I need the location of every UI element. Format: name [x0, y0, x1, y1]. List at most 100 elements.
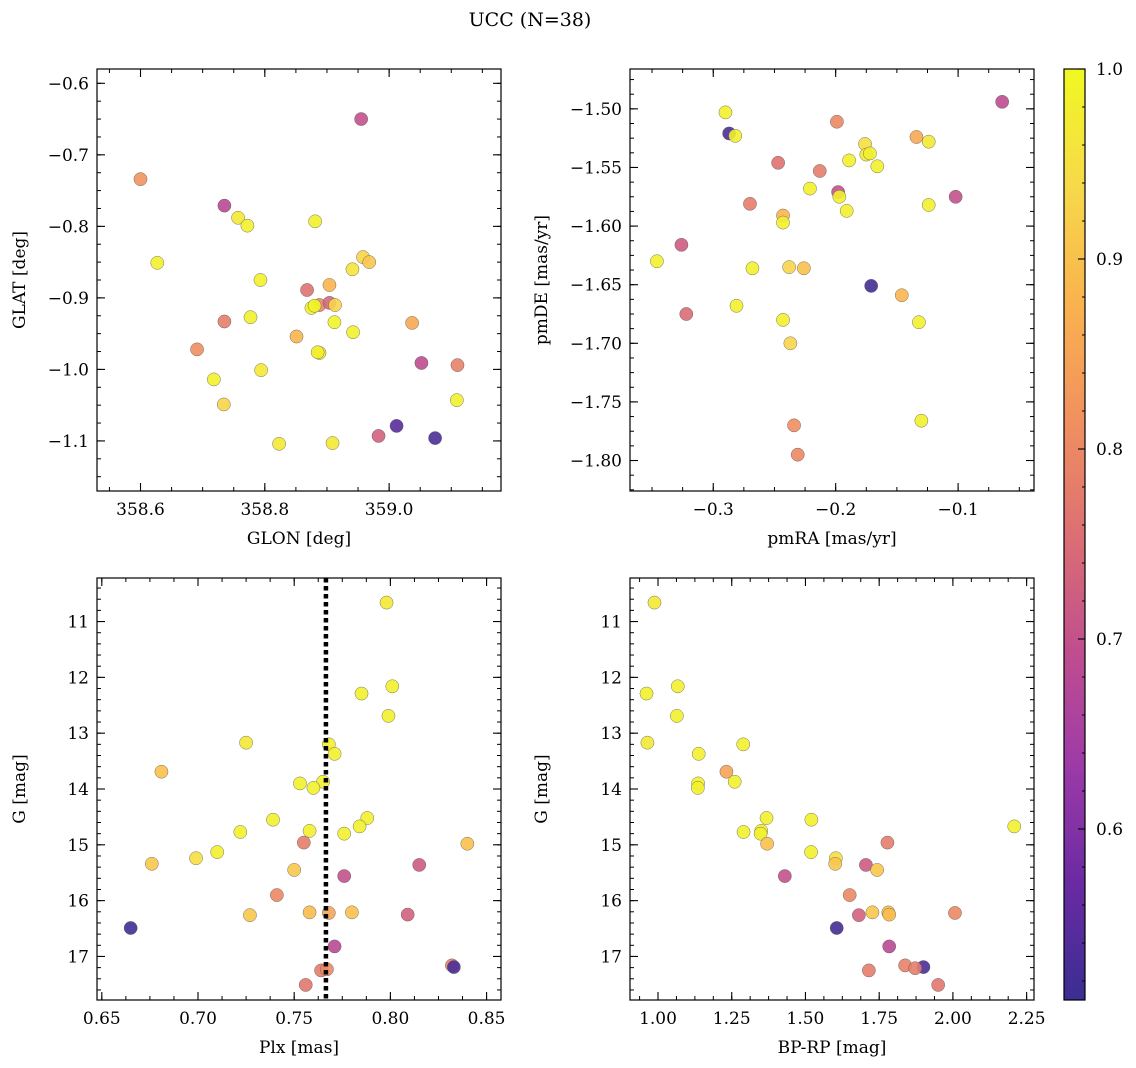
scatter-point — [272, 436, 286, 451]
x-axis-label: Plx [mas] — [259, 1038, 339, 1058]
scatter-point — [337, 826, 352, 841]
axes-frame — [96, 68, 502, 492]
scatter-point — [914, 413, 929, 428]
colorbar-tick-label: 0.7 — [1096, 630, 1123, 650]
colorbar-tick-label: 0.6 — [1096, 820, 1123, 840]
x-tick-label: 1.50 — [787, 1009, 825, 1029]
scatter-point — [995, 95, 1009, 109]
scatter-point — [736, 737, 751, 752]
scatter-point — [743, 197, 757, 211]
scatter-point — [414, 356, 429, 370]
scatter-point — [308, 214, 322, 229]
scatter-point — [729, 298, 744, 313]
scatter-point — [307, 298, 322, 313]
x-tick-label: 359.0 — [365, 500, 414, 520]
scatter-point — [783, 336, 798, 351]
scatter-point — [921, 198, 936, 212]
scatter-point — [778, 869, 792, 883]
scatter-point — [243, 908, 257, 922]
scatter-point — [759, 811, 774, 825]
scatter-point — [217, 198, 232, 213]
scatter-point — [760, 836, 774, 851]
scatter-point — [771, 155, 785, 170]
scatter-point — [670, 679, 685, 694]
y-tick-label: −1.65 — [570, 276, 622, 296]
x-tick-label: 358.6 — [116, 500, 165, 520]
panels: 358.6 358.8 359.0 −0.6 −0.7 −0.8 −0.9 −1.0 −1.1 G… — [10, 68, 1046, 1058]
scatter-point — [327, 315, 342, 330]
colorbar-tick-label: 0.8 — [1096, 440, 1123, 460]
x-tick-label: 1.00 — [639, 1009, 677, 1029]
scatter-point — [385, 679, 400, 694]
scatter-point — [210, 845, 225, 859]
scatter-point — [782, 260, 796, 274]
scatter-point — [216, 397, 231, 412]
scatter-point — [306, 781, 321, 795]
y-tick-label: 13 — [600, 724, 622, 744]
y-tick-label: −1.50 — [570, 100, 622, 120]
scatter-point — [322, 278, 337, 292]
scatter-point — [354, 686, 369, 701]
scatter-point — [302, 824, 317, 838]
scatter-point — [865, 905, 880, 920]
x-tick-label: 2.00 — [934, 1009, 972, 1029]
scatter-point — [405, 316, 419, 330]
scatter-point — [345, 905, 359, 920]
scatter-point — [803, 181, 817, 196]
y-tick-label: 16 — [600, 892, 622, 912]
y-tick-label: −1.55 — [570, 158, 622, 178]
scatter-point — [123, 921, 138, 935]
scatter-point — [670, 709, 684, 723]
scatter-point — [787, 418, 801, 433]
x-axis-label: GLON [deg] — [247, 529, 351, 549]
scatter-point — [328, 298, 342, 312]
colorbar-tick-label: 0.9 — [1096, 250, 1123, 270]
scatter-point — [728, 129, 743, 143]
scatter-point — [266, 812, 280, 827]
scatter-point — [804, 812, 819, 827]
scatter-point — [753, 826, 768, 841]
x-tick-label: −0.2 — [815, 500, 856, 520]
axes-frame — [629, 68, 1035, 492]
scatter-point — [287, 863, 301, 877]
scatter-point — [243, 310, 258, 324]
scatter-point — [362, 255, 377, 269]
scatter-point — [931, 978, 945, 992]
y-tick-label: 12 — [600, 668, 622, 688]
x-tick-label: 0.75 — [275, 1009, 313, 1029]
panel-pmra-pmde: −0.3 −0.2 −0.1 −1.50 −1.55 −1.60 −1.65 −1.70 −1.… — [532, 68, 1035, 549]
scatter-point — [190, 342, 204, 357]
scatter-points — [639, 595, 1022, 992]
scatter-points — [650, 95, 1009, 462]
panel-plx-g: 0.65 0.70 0.75 0.80 0.85 11 12 13 14 15 16 17 Plx [m… — [10, 577, 506, 1058]
colorbar-gradient — [1063, 68, 1086, 1001]
y-tick-label: 14 — [67, 780, 89, 800]
scatter-point — [912, 315, 926, 330]
x-tick-label: −0.3 — [693, 500, 734, 520]
x-tick-label: 2.25 — [1008, 1009, 1046, 1029]
scatter-point — [154, 764, 169, 779]
panel-glon-glat: 358.6 358.8 359.0 −0.6 −0.7 −0.8 −0.9 −1.0 −1.1 G… — [10, 68, 502, 549]
scatter-point — [882, 907, 897, 922]
scatter-point — [679, 307, 694, 321]
scatter-point — [852, 908, 866, 922]
scatter-point — [839, 204, 854, 218]
scatter-point — [790, 447, 805, 462]
scatter-point — [718, 105, 733, 120]
scatter-point — [691, 781, 705, 795]
scatter-point — [842, 888, 857, 902]
x-tick-label: 1.25 — [713, 1009, 751, 1029]
scatter-point — [289, 329, 304, 344]
y-tick-label: −1.70 — [570, 334, 622, 354]
x-tick-label: 0.70 — [179, 1009, 217, 1029]
scatter-point — [736, 825, 751, 839]
scatter-point — [239, 735, 253, 750]
scatter-point — [293, 776, 307, 791]
scatter-point — [828, 856, 843, 871]
y-tick-label: −1.60 — [570, 217, 622, 237]
scatter-point — [231, 210, 245, 225]
scatter-point — [804, 845, 818, 859]
scatter-point — [863, 146, 877, 161]
panel-bprp-g: 1.00 1.25 1.50 1.75 2.00 2.25 11 12 13 14 15 16 17 BP… — [532, 577, 1046, 1058]
y-tick-label: −1.75 — [570, 393, 622, 413]
